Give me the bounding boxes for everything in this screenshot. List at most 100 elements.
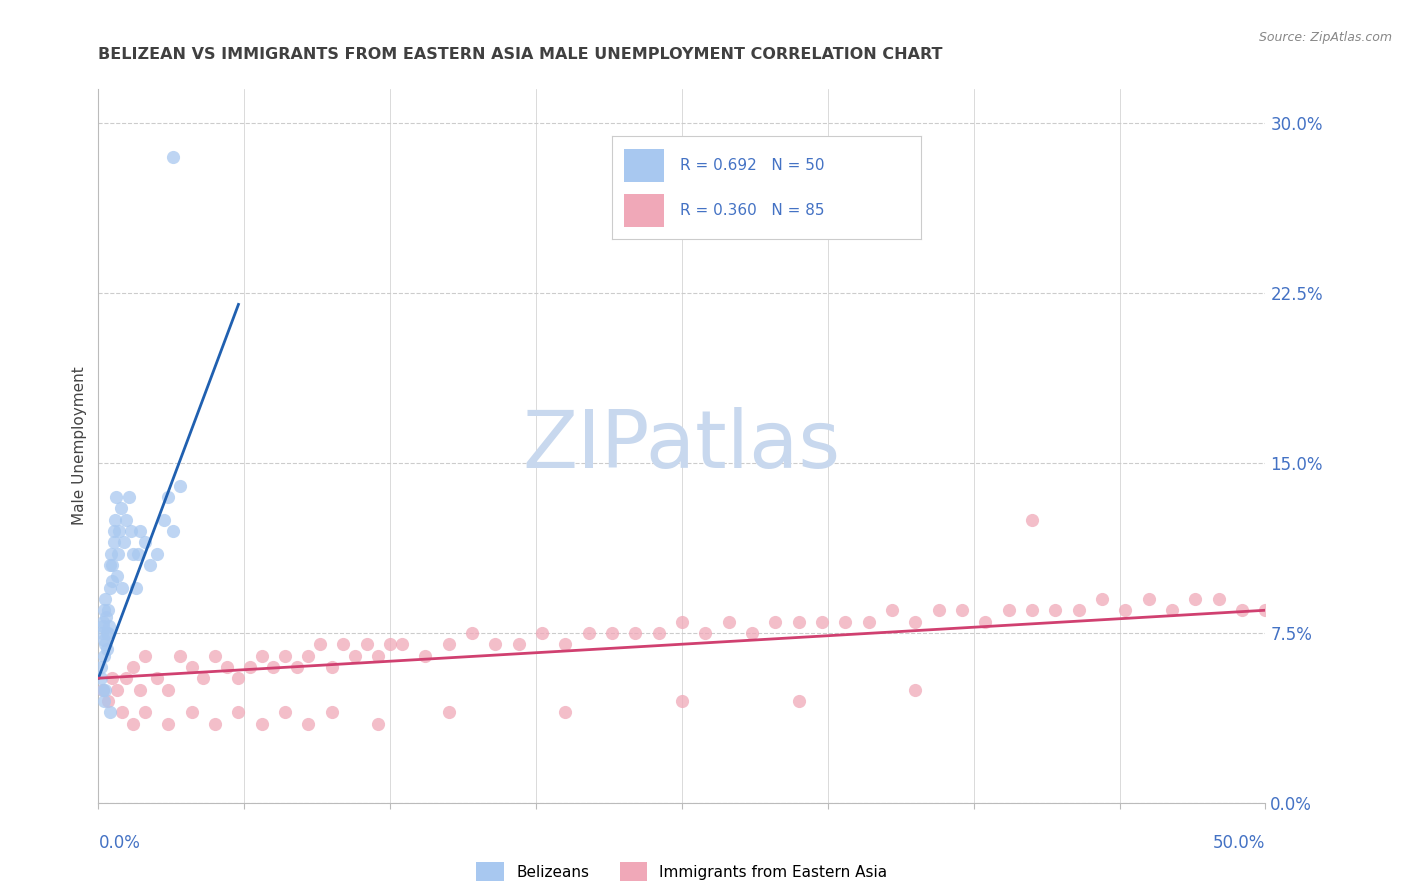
Point — [1067, 603, 1090, 617]
Point — [1161, 603, 1184, 617]
Point — [250, 716, 273, 731]
Point — [127, 547, 149, 561]
Point — [297, 716, 319, 731]
Point — [367, 716, 389, 731]
Point — [508, 637, 530, 651]
Point — [90, 671, 112, 685]
Point — [97, 626, 120, 640]
Point — [94, 591, 117, 606]
Point — [94, 637, 117, 651]
Point — [741, 626, 763, 640]
Point — [763, 615, 786, 629]
Point — [180, 705, 202, 719]
Point — [91, 682, 114, 697]
Text: ZIPatlas: ZIPatlas — [523, 407, 841, 485]
Point — [105, 682, 128, 697]
Point — [858, 615, 880, 629]
Point — [321, 705, 343, 719]
Point — [146, 671, 169, 685]
Point — [129, 682, 152, 697]
Point — [169, 478, 191, 492]
Point — [96, 641, 118, 656]
Point — [180, 660, 202, 674]
Point — [98, 705, 121, 719]
Point — [146, 547, 169, 561]
Point — [484, 637, 506, 651]
Point — [103, 524, 125, 538]
Point — [274, 705, 297, 719]
Point — [96, 626, 118, 640]
Point — [105, 569, 128, 583]
Point — [111, 705, 134, 719]
Point — [554, 637, 576, 651]
Point — [285, 660, 308, 674]
Point — [554, 705, 576, 719]
Point — [100, 547, 122, 561]
Point — [332, 637, 354, 651]
Point — [787, 615, 810, 629]
Point — [356, 637, 378, 651]
Point — [111, 581, 134, 595]
Point — [94, 682, 117, 697]
Point — [107, 547, 129, 561]
Point — [122, 716, 145, 731]
Point — [413, 648, 436, 663]
Point — [152, 513, 174, 527]
Point — [228, 671, 250, 685]
Point — [125, 581, 148, 595]
Point — [93, 632, 115, 647]
Point — [157, 682, 180, 697]
Text: R = 0.692   N = 50: R = 0.692 N = 50 — [681, 158, 824, 173]
Point — [578, 626, 600, 640]
Point — [93, 603, 115, 617]
Point — [108, 524, 131, 538]
Point — [530, 626, 553, 640]
Point — [321, 660, 343, 674]
Point — [118, 490, 141, 504]
Point — [157, 716, 180, 731]
Point — [262, 660, 284, 674]
Point — [122, 547, 145, 561]
Point — [134, 535, 156, 549]
Point — [1208, 591, 1230, 606]
Point — [787, 694, 810, 708]
Point — [1184, 591, 1206, 606]
Point — [162, 150, 184, 164]
Point — [239, 660, 262, 674]
Point — [101, 558, 124, 572]
Point — [297, 648, 319, 663]
Point — [101, 671, 124, 685]
Point — [122, 660, 145, 674]
Point — [1114, 603, 1136, 617]
Point — [344, 648, 367, 663]
Bar — [624, 194, 665, 227]
Point — [274, 648, 297, 663]
Point — [904, 682, 927, 697]
Point — [90, 660, 112, 674]
Legend: Belizeans, Immigrants from Eastern Asia: Belizeans, Immigrants from Eastern Asia — [477, 863, 887, 880]
Point — [98, 581, 121, 595]
Point — [204, 648, 226, 663]
Point — [880, 603, 903, 617]
Point — [157, 490, 180, 504]
Point — [904, 615, 927, 629]
Point — [104, 513, 127, 527]
Point — [928, 603, 950, 617]
Point — [461, 626, 484, 640]
Point — [250, 648, 273, 663]
Point — [600, 626, 623, 640]
Point — [997, 603, 1019, 617]
Point — [104, 490, 127, 504]
Point — [93, 694, 115, 708]
Point — [112, 535, 135, 549]
Point — [162, 524, 184, 538]
Point — [1230, 603, 1253, 617]
Point — [974, 615, 997, 629]
Point — [378, 637, 402, 651]
Text: BELIZEAN VS IMMIGRANTS FROM EASTERN ASIA MALE UNEMPLOYMENT CORRELATION CHART: BELIZEAN VS IMMIGRANTS FROM EASTERN ASIA… — [98, 47, 943, 62]
Point — [1045, 603, 1067, 617]
Point — [624, 626, 647, 640]
Point — [193, 671, 215, 685]
Point — [115, 513, 138, 527]
Point — [91, 682, 114, 697]
